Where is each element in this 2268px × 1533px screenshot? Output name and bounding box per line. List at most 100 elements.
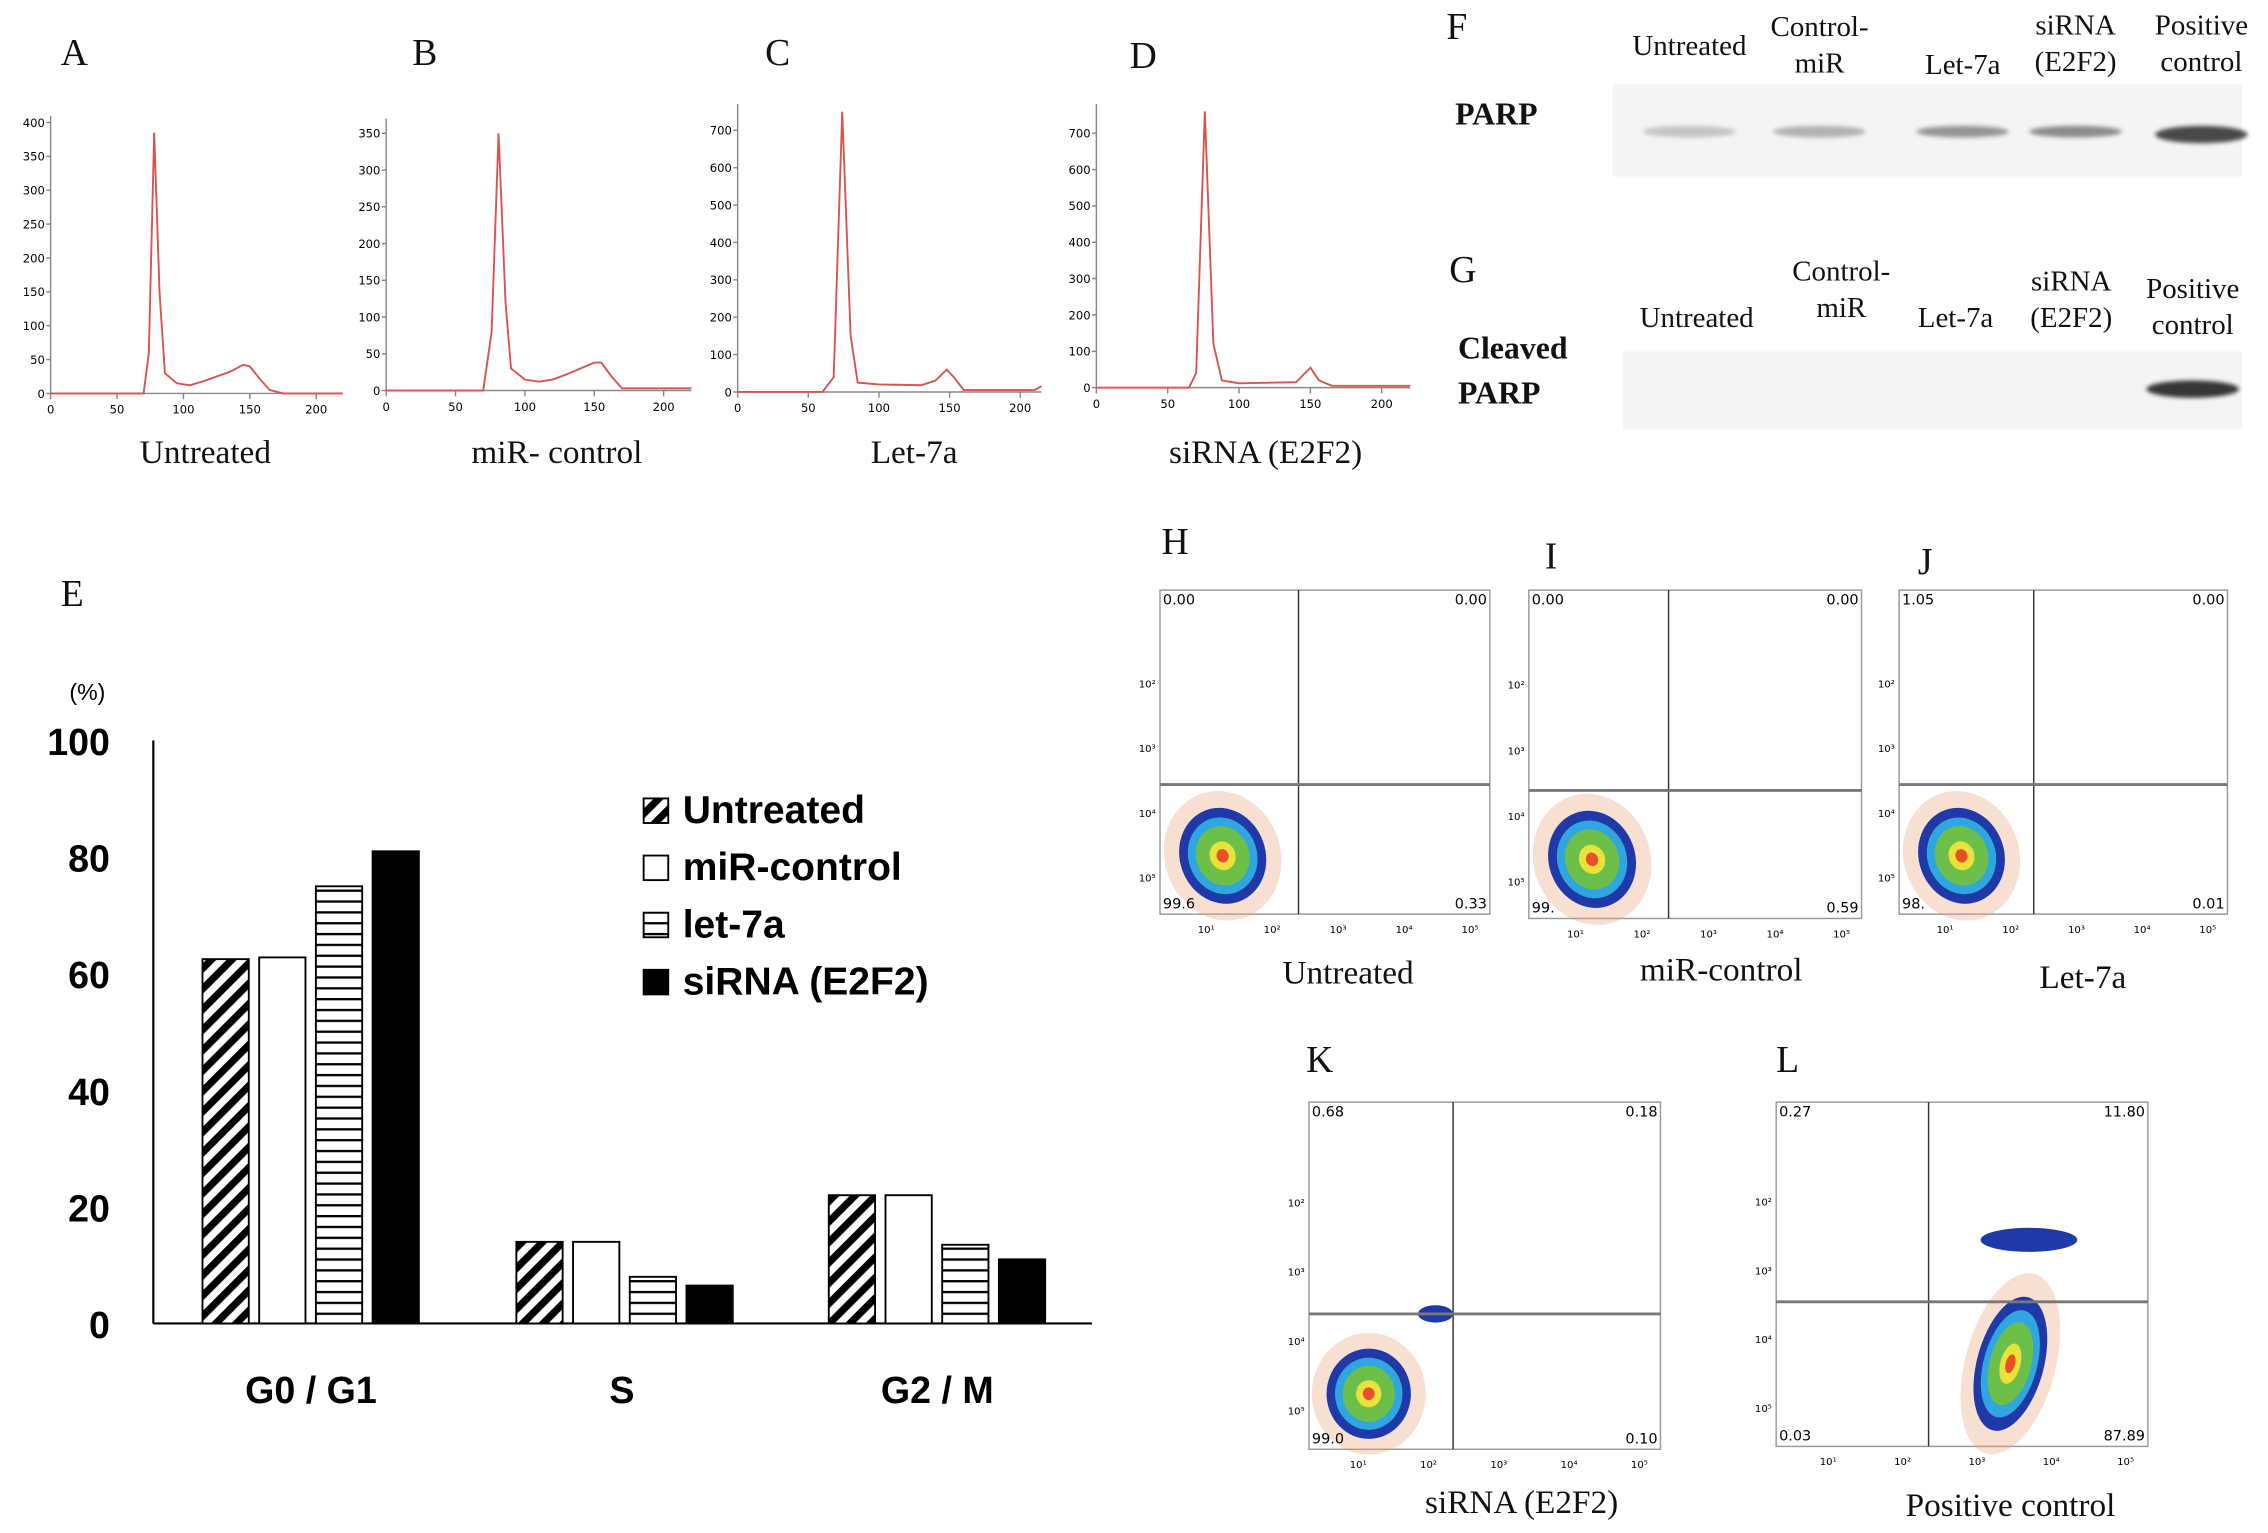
x-tick-label: 10³ bbox=[2068, 925, 2085, 936]
quadrant-value-upper-right: 0.00 bbox=[1455, 593, 1487, 609]
y-tick-label: 400 bbox=[1069, 236, 1091, 250]
y-tick-label: 80 bbox=[68, 838, 110, 880]
y-tick-label: 10³ bbox=[1508, 746, 1525, 757]
density-contour bbox=[1362, 1387, 1375, 1401]
x-tick-label: 10² bbox=[1264, 925, 1281, 936]
lane-label: Let-7a bbox=[1925, 49, 2001, 81]
y-tick-label: 600 bbox=[710, 161, 732, 175]
histogram-A: 0 50 100 150 200 0 50 100 150 200 250 300 350 400 bbox=[23, 115, 343, 417]
blot-protein-label: Cleaved PARP bbox=[1457, 329, 1568, 411]
y-tick-label: 10² bbox=[1288, 1198, 1305, 1209]
y-tick-label: 10⁵ bbox=[1878, 874, 1895, 885]
panel-label-C: C bbox=[765, 31, 791, 74]
histogram-C: 0 50 100 150 200 0 100 200 300 400 500 600 700 bbox=[710, 104, 1042, 415]
x-tick-label: 10³ bbox=[1330, 925, 1347, 936]
blot-image bbox=[1622, 351, 2242, 430]
y-tick-label: 300 bbox=[710, 273, 732, 287]
x-tick-label: 10⁵ bbox=[1631, 1460, 1648, 1471]
y-tick-label: 250 bbox=[358, 200, 380, 214]
legend-swatch bbox=[642, 968, 670, 996]
quadrant-value-lower-right: 0.59 bbox=[1826, 901, 1858, 917]
bar-untreated bbox=[515, 1240, 564, 1325]
x-tick-label: 10⁴ bbox=[1767, 929, 1784, 940]
legend-label: Untreated bbox=[683, 789, 865, 832]
x-tick-label: 200 bbox=[653, 400, 675, 414]
x-tick-label: 50 bbox=[110, 403, 125, 417]
y-tick-label: 200 bbox=[1069, 308, 1091, 322]
histogram-caption-A: Untreated bbox=[139, 433, 271, 471]
y-tick-label: 10² bbox=[1139, 679, 1156, 690]
histogram-D: 0 50 100 150 200 0 100 200 300 400 500 600 700 bbox=[1069, 104, 1411, 411]
legend-swatch bbox=[642, 854, 670, 882]
quadrant-value-lower-left: 0.03 bbox=[1779, 1429, 1811, 1445]
quadrant-value-lower-right: 0.10 bbox=[1625, 1432, 1657, 1448]
x-tick-label: 10¹ bbox=[1567, 929, 1584, 940]
protein-band bbox=[1643, 125, 1736, 138]
category-label: G2 / M bbox=[881, 1369, 994, 1411]
histogram-curve bbox=[737, 111, 1042, 393]
panel-label-I: I bbox=[1544, 535, 1558, 578]
y-tick-label: 10² bbox=[1755, 1197, 1772, 1208]
y-tick-label: 400 bbox=[23, 116, 45, 130]
y-tick-label: 100 bbox=[47, 721, 110, 763]
y-tick-label: 350 bbox=[358, 127, 380, 141]
y-tick-label: 150 bbox=[23, 285, 45, 299]
flow-caption-H: Untreated bbox=[1282, 954, 1414, 991]
x-tick-label: 10³ bbox=[1968, 1457, 1985, 1468]
x-tick-label: 100 bbox=[514, 400, 536, 414]
x-tick-label: 10² bbox=[2002, 925, 2019, 936]
y-tick-label: 700 bbox=[1069, 127, 1091, 141]
x-tick-label: 10¹ bbox=[1937, 925, 1954, 936]
density-contour bbox=[2005, 1354, 2016, 1374]
y-tick-label: 10³ bbox=[1755, 1266, 1772, 1277]
y-tick-label: 100 bbox=[23, 319, 45, 333]
lane-label: Untreated bbox=[1632, 30, 1747, 63]
x-tick-label: 0 bbox=[734, 401, 741, 415]
flow-plot-L: 0.27 11.80 0.03 87.89 10¹ 10⁵ 10² 10⁴ 10³ 10³ 10⁴ 1… bbox=[1755, 1101, 2149, 1468]
histogram-curve bbox=[1096, 111, 1411, 389]
y-tick-label: 10⁴ bbox=[1288, 1337, 1305, 1348]
x-tick-label: 100 bbox=[868, 401, 890, 415]
bar-sirna-e2f2- bbox=[685, 1284, 734, 1325]
histogram-curve bbox=[50, 132, 343, 395]
y-tick-label: 300 bbox=[1069, 272, 1091, 286]
x-tick-label: 10¹ bbox=[1350, 1460, 1367, 1471]
lane-label: Let-7a bbox=[1917, 302, 1994, 335]
y-tick-label: 500 bbox=[1069, 199, 1091, 213]
blot-image bbox=[1612, 83, 2248, 177]
bar-untreated bbox=[827, 1194, 877, 1325]
x-tick-label: 50 bbox=[801, 401, 816, 415]
histogram-B: 0 50 100 150 200 0 50 100 150 200 250 300 350 bbox=[358, 118, 692, 414]
y-tick-label: 200 bbox=[23, 251, 45, 265]
protein-band bbox=[1773, 125, 1866, 138]
y-tick-label: 0 bbox=[373, 384, 380, 398]
y-tick-label: 10² bbox=[1508, 681, 1525, 692]
x-tick-label: 0 bbox=[383, 400, 390, 414]
y-tick-label: 60 bbox=[68, 954, 110, 996]
y-tick-label: 0 bbox=[89, 1304, 110, 1346]
legend-label: miR-control bbox=[683, 846, 902, 889]
flow-plot-K: 0.68 0.18 99.0 0.10 10¹ 10⁵ 10² 10⁴ 10³ 10³ 10⁴ 10²… bbox=[1288, 1101, 1662, 1471]
y-tick-label: 20 bbox=[68, 1187, 110, 1229]
y-tick-label: 10³ bbox=[1288, 1268, 1305, 1279]
y-tick-label: 200 bbox=[358, 237, 380, 251]
x-tick-label: 10⁴ bbox=[2134, 925, 2151, 936]
x-tick-label: 10⁵ bbox=[2117, 1457, 2134, 1468]
y-tick-label: 10⁵ bbox=[1508, 878, 1525, 889]
y-tick-label: 200 bbox=[710, 311, 732, 325]
bar-untreated bbox=[201, 958, 250, 1325]
flow-caption-L: Positive control bbox=[1905, 1486, 2116, 1524]
x-tick-label: 0 bbox=[47, 403, 54, 417]
x-tick-label: 200 bbox=[1009, 401, 1031, 415]
histogram-curve bbox=[386, 133, 692, 392]
legend-label: let-7a bbox=[683, 903, 785, 946]
bar-mir-control bbox=[572, 1240, 621, 1325]
y-tick-label: 10⁵ bbox=[1139, 874, 1156, 885]
y-tick-label: 0 bbox=[1083, 381, 1090, 395]
density-contour bbox=[1585, 852, 1599, 867]
flow-plot-J: 1.05 0.00 98. 0.01 10¹ 10⁵ 10² 10⁴ 10³ 10³ 10⁴ 10² 1… bbox=[1878, 589, 2229, 936]
x-tick-label: 150 bbox=[1299, 397, 1321, 411]
bar-let-7a bbox=[941, 1243, 990, 1325]
x-tick-label: 200 bbox=[1371, 397, 1393, 411]
y-tick-label: 100 bbox=[710, 348, 732, 362]
